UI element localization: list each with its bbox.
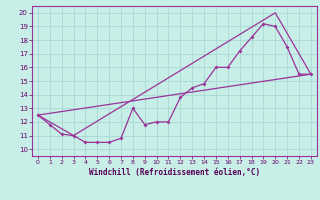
X-axis label: Windchill (Refroidissement éolien,°C): Windchill (Refroidissement éolien,°C) (89, 168, 260, 177)
